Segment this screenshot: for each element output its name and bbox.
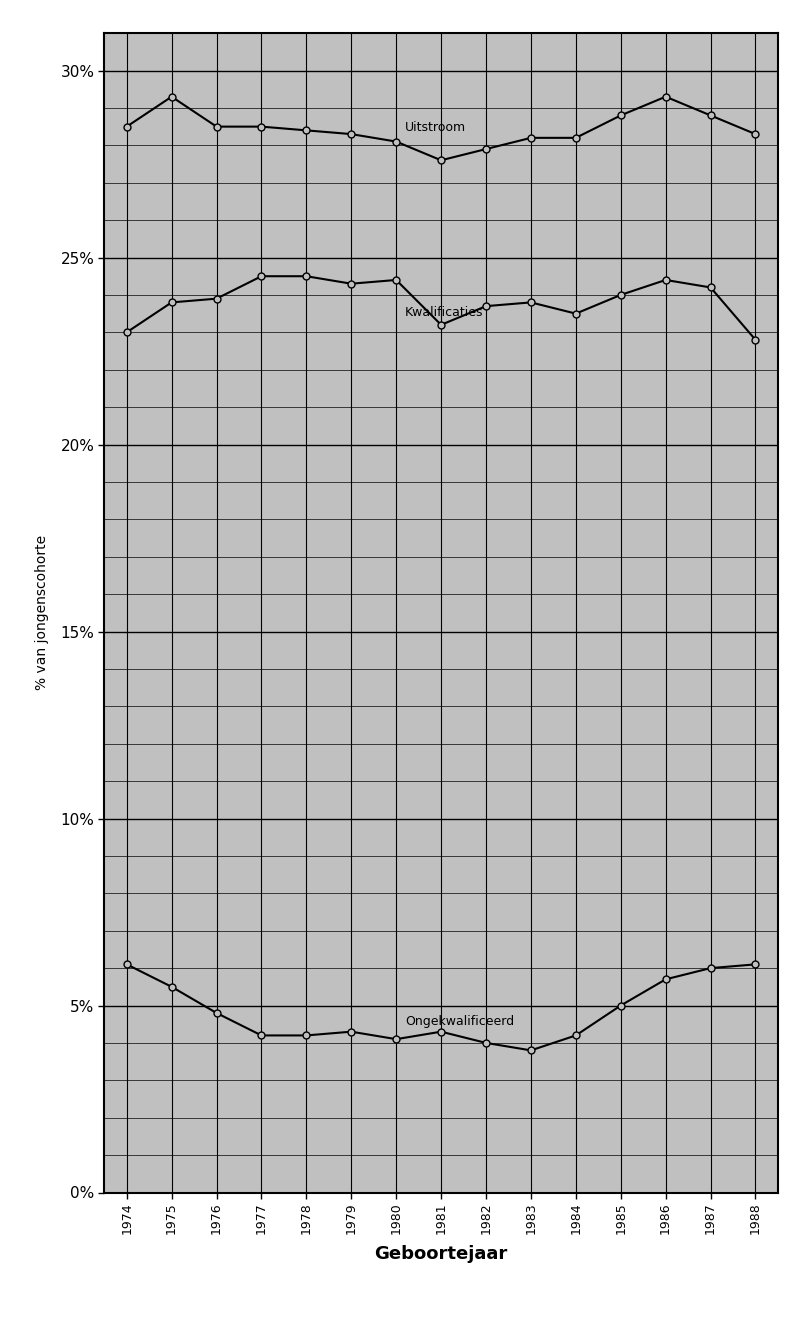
- Text: Ongekwalificeerd: Ongekwalificeerd: [405, 1015, 514, 1028]
- Y-axis label: % van jongenscohorte: % van jongenscohorte: [35, 535, 50, 690]
- X-axis label: Geboortejaar: Geboortejaar: [375, 1246, 508, 1263]
- Text: Uitstroom: Uitstroom: [405, 121, 466, 134]
- Text: Kwalificaties: Kwalificaties: [405, 306, 484, 319]
